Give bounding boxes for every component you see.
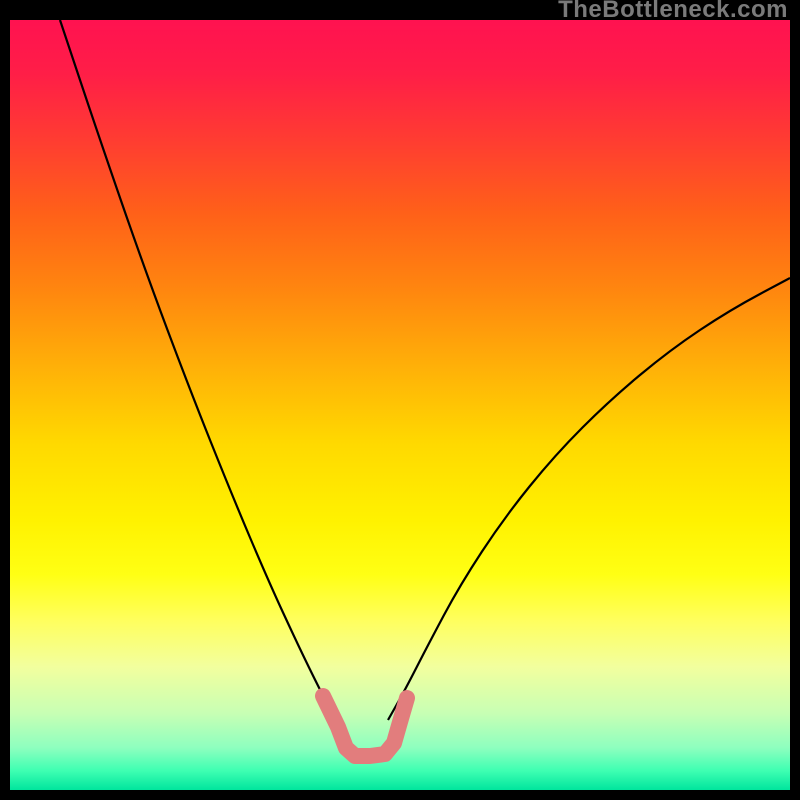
watermark-text: TheBottleneck.com: [558, 0, 788, 24]
border-bottom: [0, 790, 800, 800]
plot-area: [10, 20, 790, 790]
plot-svg: [10, 20, 790, 790]
gradient-background: [10, 20, 790, 790]
border-right: [790, 0, 800, 800]
chart-stage: TheBottleneck.com: [0, 0, 800, 800]
border-left: [0, 0, 10, 800]
